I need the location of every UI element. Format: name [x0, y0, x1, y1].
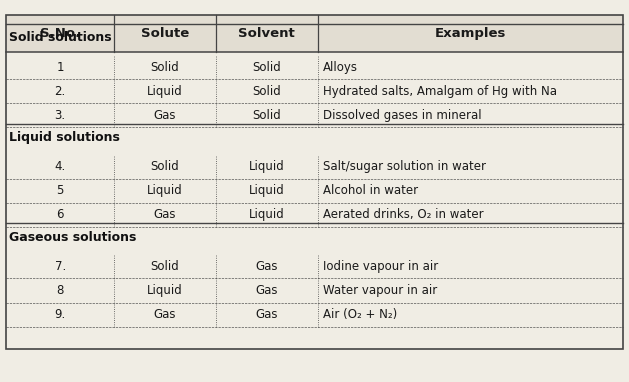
Text: Solid: Solid [252, 108, 281, 122]
Text: Solid: Solid [150, 60, 179, 74]
Text: Aerated drinks, O₂ in water: Aerated drinks, O₂ in water [323, 208, 483, 222]
Text: 7.: 7. [55, 260, 66, 273]
Text: Alloys: Alloys [323, 60, 358, 74]
Text: Liquid: Liquid [249, 160, 284, 173]
Text: 3.: 3. [55, 108, 66, 122]
Text: 2.: 2. [55, 84, 66, 98]
Text: Gas: Gas [153, 108, 176, 122]
Text: Gas: Gas [255, 284, 278, 297]
Bar [6, 15, 623, 52]
Text: Solid: Solid [150, 160, 179, 173]
Text: Solid: Solid [150, 260, 179, 273]
Text: Liquid: Liquid [147, 284, 183, 297]
Text: 6: 6 [57, 208, 64, 222]
Text: Salt/sugar solution in water: Salt/sugar solution in water [323, 160, 486, 173]
Text: 4.: 4. [55, 160, 66, 173]
Text: Liquid: Liquid [147, 184, 183, 197]
Text: 1: 1 [57, 60, 64, 74]
Text: 5: 5 [57, 184, 64, 197]
Text: Iodine vapour in air: Iodine vapour in air [323, 260, 438, 273]
Text: Air (O₂ + N₂): Air (O₂ + N₂) [323, 308, 397, 321]
Text: Liquid solutions: Liquid solutions [9, 131, 120, 144]
Text: Liquid: Liquid [249, 184, 284, 197]
Text: Gas: Gas [255, 260, 278, 273]
Text: Liquid: Liquid [249, 208, 284, 222]
Text: Gas: Gas [153, 308, 176, 321]
Text: 8: 8 [57, 284, 64, 297]
Text: Alcohol in water: Alcohol in water [323, 184, 418, 197]
Text: Solid: Solid [252, 60, 281, 74]
Text: Solvent: Solvent [238, 27, 295, 40]
Text: Examples: Examples [435, 27, 506, 40]
Text: S.No.: S.No. [40, 27, 81, 40]
Text: Water vapour in air: Water vapour in air [323, 284, 437, 297]
Text: Solute: Solute [141, 27, 189, 40]
Text: Dissolved gases in mineral: Dissolved gases in mineral [323, 108, 481, 122]
Text: Liquid: Liquid [147, 84, 183, 98]
Bar [6, 15, 623, 350]
Text: Gaseous solutions: Gaseous solutions [9, 231, 137, 244]
Text: Gas: Gas [255, 308, 278, 321]
Text: 9.: 9. [55, 308, 66, 321]
Text: Gas: Gas [153, 208, 176, 222]
Text: Solid: Solid [252, 84, 281, 98]
Text: Hydrated salts, Amalgam of Hg with Na: Hydrated salts, Amalgam of Hg with Na [323, 84, 557, 98]
Text: Solid solutions: Solid solutions [9, 31, 112, 44]
